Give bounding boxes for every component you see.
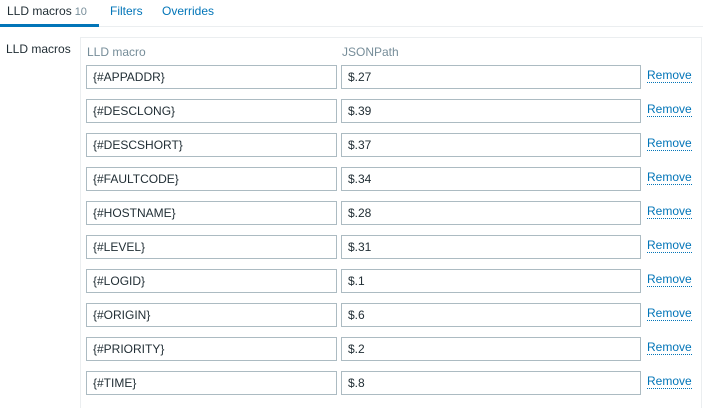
macro-row: {#FAULTCODE} $.34 Remove <box>86 167 696 191</box>
remove-link[interactable]: Remove <box>647 204 692 219</box>
remove-link[interactable]: Remove <box>647 170 692 185</box>
active-tab-indicator <box>0 24 99 27</box>
tab-label: LLD macros <box>7 4 72 18</box>
macro-row: {#PRIORITY} $.2 Remove <box>86 337 696 361</box>
remove-link[interactable]: Remove <box>647 136 692 151</box>
column-header-macro: LLD macro <box>87 45 146 59</box>
remove-link[interactable]: Remove <box>647 272 692 287</box>
macro-row: {#DESCLONG} $.39 Remove <box>86 99 696 123</box>
macro-input[interactable]: {#ORIGIN} <box>86 303 337 327</box>
jsonpath-input[interactable]: $.28 <box>341 201 641 225</box>
macro-input[interactable]: {#APPADDR} <box>86 65 337 89</box>
remove-link[interactable]: Remove <box>647 102 692 117</box>
macro-input[interactable]: {#DESCLONG} <box>86 99 337 123</box>
macro-row: {#TIME} $.8 Remove <box>86 371 696 395</box>
remove-link[interactable]: Remove <box>647 374 692 389</box>
macro-input[interactable]: {#DESCSHORT} <box>86 133 337 157</box>
jsonpath-input[interactable]: $.31 <box>341 235 641 259</box>
tab-filters[interactable]: Filters <box>110 4 143 18</box>
macro-row: {#LEVEL} $.31 Remove <box>86 235 696 259</box>
macro-row: {#APPADDR} $.27 Remove <box>86 65 696 89</box>
macro-input[interactable]: {#PRIORITY} <box>86 337 337 361</box>
jsonpath-input[interactable]: $.2 <box>341 337 641 361</box>
tab-overrides[interactable]: Overrides <box>162 4 215 18</box>
jsonpath-input[interactable]: $.8 <box>341 371 641 395</box>
macro-input[interactable]: {#HOSTNAME} <box>86 201 337 225</box>
tab-bar: LLD macros 10 Filters Overrides <box>0 0 703 27</box>
macro-input[interactable]: {#TIME} <box>86 371 337 395</box>
jsonpath-input[interactable]: $.37 <box>341 133 641 157</box>
macro-row: {#ORIGIN} $.6 Remove <box>86 303 696 327</box>
macro-row: {#DESCSHORT} $.37 Remove <box>86 133 696 157</box>
jsonpath-input[interactable]: $.39 <box>341 99 641 123</box>
macro-input[interactable]: {#LEVEL} <box>86 235 337 259</box>
jsonpath-input[interactable]: $.6 <box>341 303 641 327</box>
jsonpath-input[interactable]: $.1 <box>341 269 641 293</box>
remove-link[interactable]: Remove <box>647 238 692 253</box>
jsonpath-input[interactable]: $.27 <box>341 65 641 89</box>
remove-link[interactable]: Remove <box>647 340 692 355</box>
tab-count-badge: 10 <box>74 6 87 18</box>
macro-input[interactable]: {#FAULTCODE} <box>86 167 337 191</box>
section-label: LLD macros <box>6 42 71 56</box>
macro-row: {#LOGID} $.1 Remove <box>86 269 696 293</box>
macro-input[interactable]: {#LOGID} <box>86 269 337 293</box>
tab-lld-macros[interactable]: LLD macros 10 <box>7 4 87 18</box>
jsonpath-input[interactable]: $.34 <box>341 167 641 191</box>
remove-link[interactable]: Remove <box>647 306 692 321</box>
macro-row: {#HOSTNAME} $.28 Remove <box>86 201 696 225</box>
column-header-jsonpath: JSONPath <box>342 45 399 59</box>
lld-macros-table <box>80 37 702 408</box>
remove-link[interactable]: Remove <box>647 68 692 83</box>
